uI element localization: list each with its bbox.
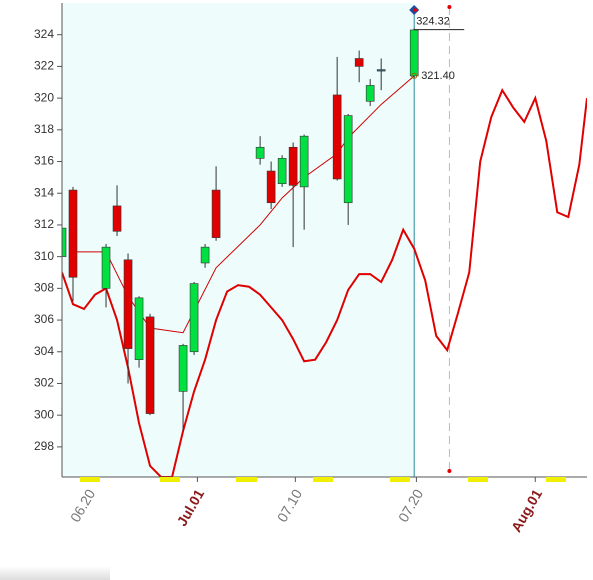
- candle-body: [365, 85, 375, 102]
- y-tick-label: 318: [34, 122, 54, 136]
- candle-body: [376, 69, 386, 72]
- scrollbar: [0, 566, 110, 580]
- candle-body: [299, 135, 309, 188]
- x-tick-label: Jul.01: [173, 486, 207, 529]
- x-tick-label: 06.20: [67, 486, 98, 525]
- candle-body: [134, 297, 144, 360]
- y-tick-label: 308: [34, 281, 54, 295]
- indicator-line: [62, 88, 587, 477]
- plot: [62, 7, 587, 477]
- candle-body: [266, 170, 276, 204]
- candle-body: [354, 58, 364, 67]
- y-tick-label: 304: [34, 344, 54, 358]
- y-tick-label: 306: [34, 312, 54, 326]
- candle-body: [189, 283, 199, 353]
- forecast-dot: [447, 469, 452, 473]
- candle-body: [178, 345, 188, 392]
- candle-body: [277, 158, 287, 185]
- y-tick-label: 324: [34, 27, 54, 41]
- candle-body: [101, 246, 111, 289]
- week-markers: [80, 477, 566, 482]
- y-tick-label: 322: [34, 59, 54, 73]
- y-tick-label: 302: [34, 376, 54, 390]
- candle-body: [123, 259, 133, 349]
- history-background: [62, 3, 415, 477]
- candle-body: [343, 115, 353, 204]
- y-tick-label: 320: [34, 90, 54, 104]
- candle-body: [288, 146, 298, 186]
- ma-dot: [411, 72, 418, 79]
- candle-body: [255, 146, 265, 159]
- x-tick-label: 07.10: [274, 486, 305, 525]
- x-tick-label: 07.20: [395, 486, 426, 525]
- x-tick-label: Aug.01: [508, 486, 545, 535]
- y-tick-label: 312: [34, 217, 54, 231]
- current-dot: [413, 8, 418, 12]
- y-tick-label: 298: [34, 439, 54, 453]
- candle-body: [62, 227, 67, 257]
- candle-body: [68, 189, 78, 278]
- candle-body: [211, 189, 221, 238]
- ma-label: 321.40: [421, 70, 455, 82]
- y-tick-label: 300: [34, 407, 54, 421]
- candle-body: [200, 246, 210, 264]
- y-tick-label: 310: [34, 249, 54, 263]
- candle-body: [409, 29, 419, 77]
- candle-body: [145, 316, 155, 414]
- y-tick-label: 316: [34, 154, 54, 168]
- high-label: 324.32: [416, 16, 450, 28]
- y-tick-label: 314: [34, 185, 54, 199]
- candle-body: [332, 94, 342, 180]
- candle-body: [112, 205, 122, 232]
- forecast-dot: [447, 5, 452, 9]
